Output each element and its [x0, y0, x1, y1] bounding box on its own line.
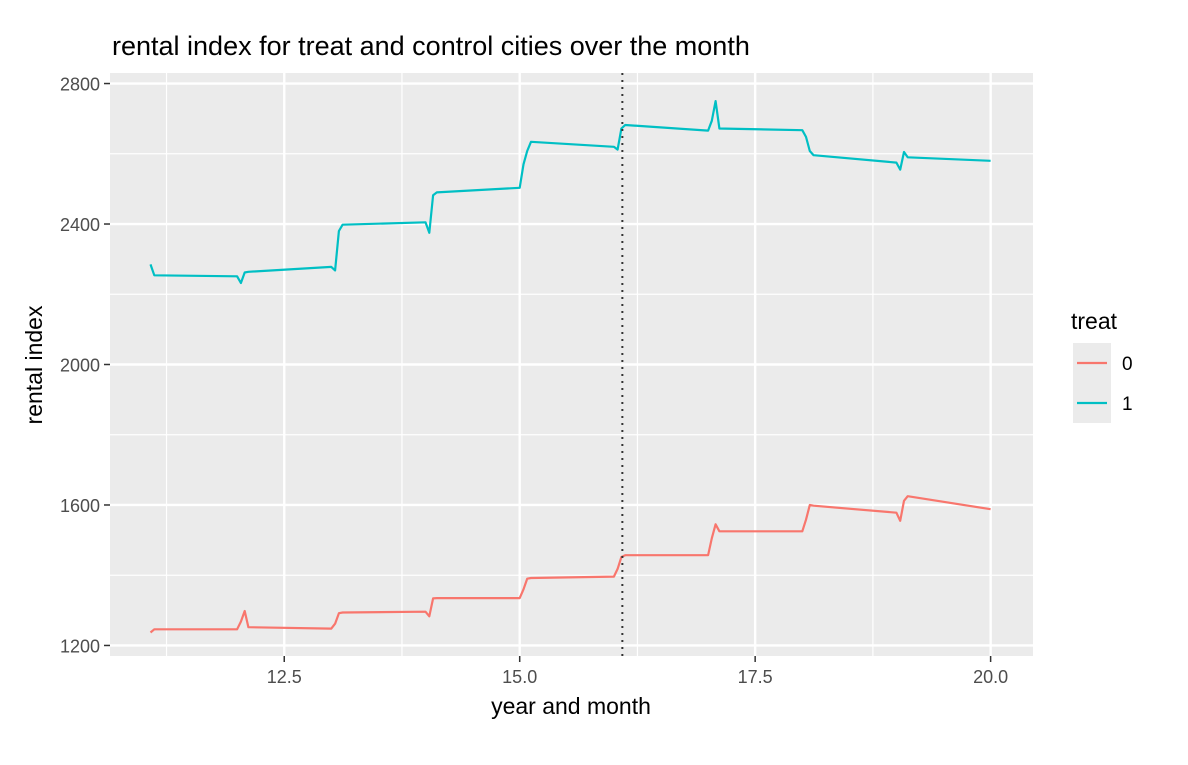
legend-label: 1	[1122, 394, 1133, 415]
chart-title: rental index for treat and control citie…	[112, 31, 750, 61]
y-tick-label: 2400	[60, 215, 100, 235]
y-tick-label: 2000	[60, 356, 100, 376]
x-axis-ticks: 12.5 15.0 17.5 20.0	[267, 656, 1008, 687]
y-tick-label: 1600	[60, 496, 100, 516]
legend-label: 0	[1122, 354, 1133, 375]
legend: treat 01	[1071, 308, 1133, 423]
y-axis-label: rental index	[21, 305, 47, 424]
x-tick-label: 20.0	[973, 667, 1008, 687]
x-tick-label: 17.5	[738, 667, 773, 687]
series-line-0	[149, 495, 991, 634]
series-layer	[149, 99, 991, 634]
x-axis-label: year and month	[491, 693, 651, 719]
series-line-1	[149, 99, 991, 285]
y-tick-label: 1200	[60, 636, 100, 656]
legend-title: treat	[1071, 308, 1118, 334]
y-axis-ticks: 1200 1600 2000 2400 2800	[60, 75, 110, 656]
x-tick-label: 12.5	[267, 667, 302, 687]
x-tick-label: 15.0	[502, 667, 537, 687]
legend-items: 01	[1073, 343, 1133, 423]
grid-major	[110, 73, 1033, 656]
y-tick-label: 2800	[60, 75, 100, 95]
